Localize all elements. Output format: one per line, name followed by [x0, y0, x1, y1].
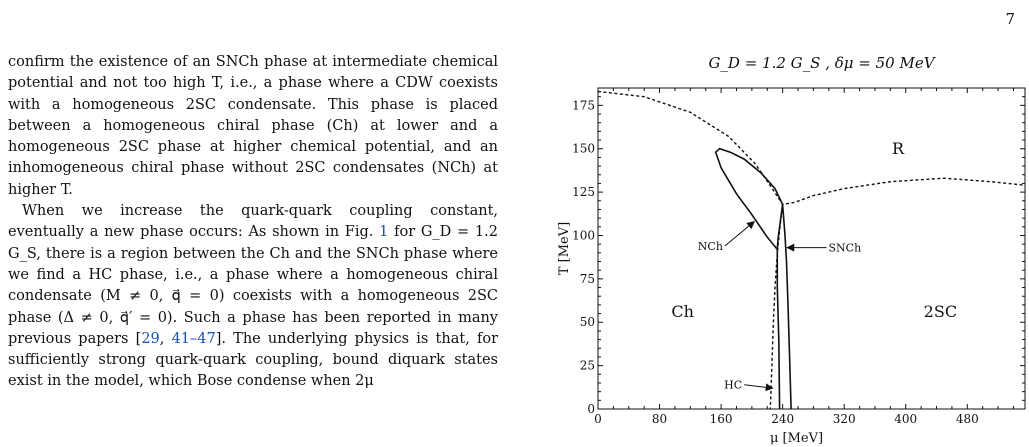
- x-tick-label: 0: [594, 412, 602, 426]
- y-tick-label: 75: [580, 272, 595, 286]
- paragraph-1: confirm the existence of an SNCh phase a…: [8, 54, 498, 198]
- citation-link[interactable]: 41–47: [171, 330, 216, 347]
- plot-frame: [597, 87, 1026, 410]
- phase-boundary-dashed: [769, 204, 784, 409]
- phase-arrow: [724, 220, 755, 247]
- x-tick-label: 480: [956, 412, 979, 426]
- phase-boundary-solid: [781, 204, 792, 409]
- phase-arrow-label: HC: [724, 379, 742, 392]
- y-tick-label: 125: [572, 185, 595, 199]
- x-tick-label: 240: [771, 412, 794, 426]
- phase-region-label: Ch: [671, 302, 694, 321]
- x-axis-label: μ [MeV]: [770, 431, 823, 446]
- phase-boundary-solid: [714, 147, 784, 250]
- phase-arrow-label: NCh: [698, 240, 723, 253]
- x-tick-label: 160: [710, 412, 733, 426]
- paragraph-2-part-d: ]. The underlying physics is that, for s…: [8, 330, 499, 390]
- x-tick-label: 400: [894, 412, 917, 426]
- citation-separator: ,: [159, 330, 172, 347]
- y-tick-label: 100: [572, 228, 595, 242]
- y-tick-label: 50: [580, 315, 595, 329]
- y-tick-label: 175: [572, 98, 595, 112]
- y-tick-label: 25: [580, 359, 595, 373]
- y-tick-label: 150: [572, 142, 595, 156]
- phase-region-label: R: [892, 139, 905, 158]
- phase-arrow-label: SNCh: [829, 242, 862, 255]
- phase-boundary-dashed: [598, 90, 1025, 206]
- phase-boundary-solid: [776, 204, 784, 409]
- y-axis-label: T [MeV]: [557, 222, 572, 275]
- phase-diagram-chart: G_D = 1.2 G_S , δμ = 50 MeV 0 80 160 240 320 4…: [557, 54, 1026, 446]
- phase-diagram-figure: G_D = 1.2 G_S , δμ = 50 MeV 0 80 160 240 320 4…: [540, 0, 1029, 447]
- paragraph-2: When we increase the quark-quark couplin…: [8, 201, 498, 393]
- chart-title: G_D = 1.2 G_S , δμ = 50 MeV: [708, 54, 936, 72]
- series-group: [598, 90, 1025, 409]
- x-tick-label: 320: [833, 412, 856, 426]
- phase-arrow: [744, 383, 774, 392]
- page-number: 7: [1005, 10, 1015, 28]
- paragraph-2-part-a: When we increase the quark-quark couplin…: [8, 203, 498, 241]
- citation-link[interactable]: 29: [141, 330, 160, 347]
- phase-region-label: 2SC: [924, 302, 957, 321]
- body-text-column: confirm the existence of an SNCh phase a…: [8, 52, 498, 393]
- figure-ref-link[interactable]: 1: [379, 224, 389, 241]
- y-tick-label: 0: [587, 402, 595, 416]
- paragraph-2-part-b: for G_D = 1.2 G_S, there is a region bet…: [8, 224, 498, 347]
- x-tick-label: 80: [652, 412, 667, 426]
